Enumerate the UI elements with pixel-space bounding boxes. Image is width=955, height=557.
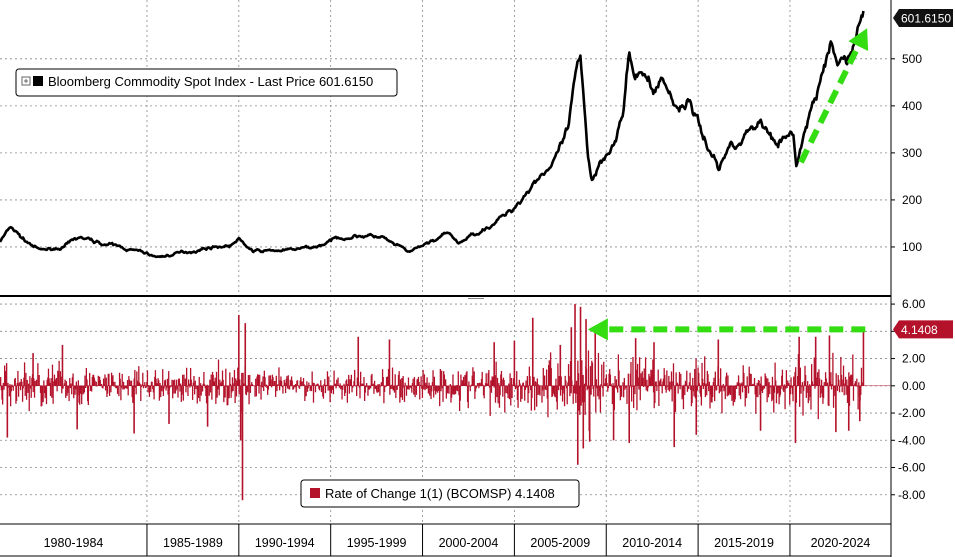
- top-ytick-label: 100: [902, 240, 922, 254]
- top-legend-label: Bloomberg Commodity Spot Index - Last Pr…: [48, 74, 373, 89]
- price-series-line: [0, 10, 865, 259]
- top-ytick-label: 500: [902, 52, 922, 66]
- top-y-axis-ticks: 100 200 300 400 500: [891, 52, 922, 254]
- category-label: 2020-2024: [811, 536, 871, 550]
- top-annotation-arrow-head: [848, 28, 869, 52]
- category-label: 2015-2019: [714, 536, 774, 550]
- bottom-ytick-label: -6.00: [898, 461, 926, 475]
- top-ytick-label: 200: [902, 193, 922, 207]
- bottom-legend-swatch: [310, 488, 320, 498]
- bottom-legend[interactable]: Rate of Change 1(1) (BCOMSP) 4.1408: [300, 479, 580, 508]
- bottom-ytick-label: 6.00: [902, 297, 926, 311]
- category-label: 2000-2004: [439, 536, 499, 550]
- bottom-ytick-label: -4.00: [898, 433, 926, 447]
- top-legend[interactable]: Bloomberg Commodity Spot Index - Last Pr…: [15, 68, 398, 97]
- category-axis: 1980-1984 1985-1989 1990-1994 1995-1999 2000…: [44, 524, 871, 556]
- top-last-value-badge: 601.6150: [893, 9, 953, 27]
- annotation-arrows: [587, 28, 869, 341]
- top-last-value-label: 601.6150: [901, 12, 951, 26]
- category-label: 2005-2009: [530, 536, 590, 550]
- bottom-last-value-label: 4.1408: [901, 323, 938, 337]
- top-ytick-label: 300: [902, 146, 922, 160]
- bottom-legend-box: [300, 479, 580, 508]
- category-label: 1990-1994: [255, 536, 315, 550]
- bottom-ytick-label: 0.00: [902, 379, 926, 393]
- top-legend-box: [15, 68, 398, 97]
- top-ytick-label: 400: [902, 99, 922, 113]
- bottom-ytick-label: -2.00: [898, 406, 926, 420]
- top-panel-grid: [0, 0, 891, 294]
- category-label: 1980-1984: [44, 536, 104, 550]
- category-label: 2010-2014: [622, 536, 682, 550]
- rate-of-change-bars: [0, 304, 865, 501]
- bottom-annotation-arrow-head: [587, 318, 608, 341]
- bottom-y-axis-ticks: 6.004.002.000.00-2.00-4.00-6.00-8.00: [891, 297, 926, 502]
- bottom-last-value-badge: 4.1408: [893, 320, 953, 339]
- bottom-ytick-label: -8.00: [898, 488, 926, 502]
- category-label: 1985-1989: [163, 536, 223, 550]
- top-legend-swatch: [33, 76, 43, 86]
- category-label: 1995-1999: [347, 536, 407, 550]
- bottom-legend-label: Rate of Change 1(1) (BCOMSP) 4.1408: [325, 486, 555, 501]
- bottom-ytick-label: 2.00: [902, 352, 926, 366]
